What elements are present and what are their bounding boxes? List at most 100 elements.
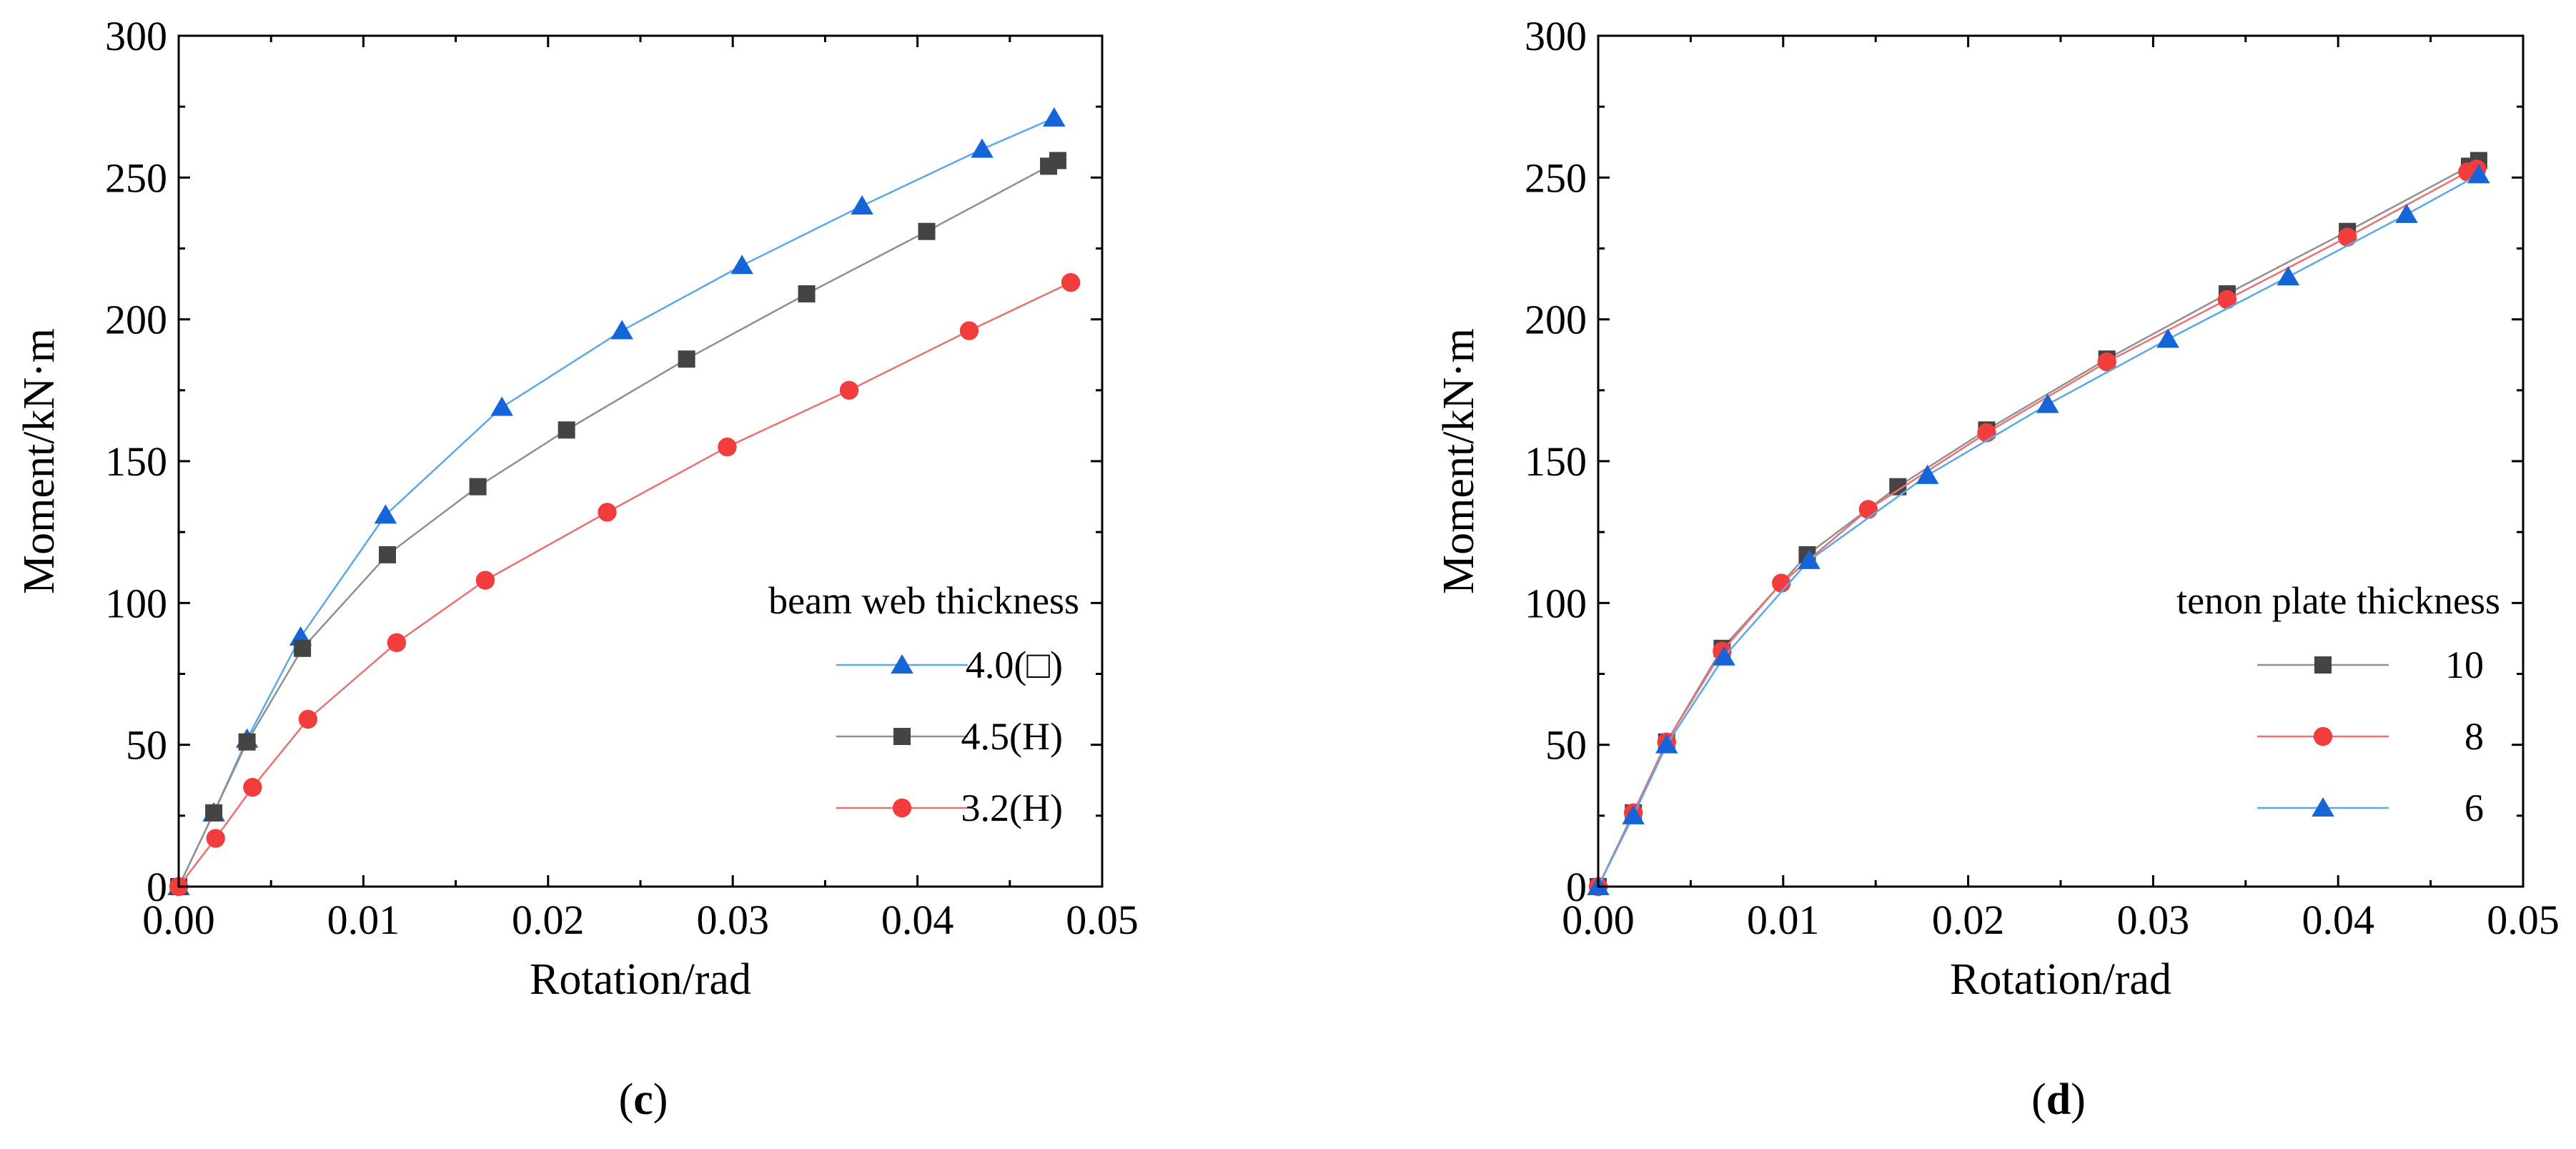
legend-marker [2312,797,2334,817]
y-tick-label: 0 [1566,864,1587,910]
x-tick-label: 0.05 [2487,897,2560,943]
x-axis-title: Rotation/rad [530,955,751,1004]
legend-marker [2313,726,2333,746]
series-line [1597,174,2480,887]
panel-label-open: ( [619,1075,634,1124]
y-tick-label: 0 [147,864,167,910]
series-2 [169,272,1081,897]
data-point [1916,464,1939,484]
y-tick-label: 100 [105,580,167,626]
data-point [1061,272,1081,292]
legend-label: 8 [2464,715,2484,758]
data-point [718,437,737,457]
data-point [2277,266,2300,286]
y-tick-label: 100 [1525,580,1587,626]
series-1 [1588,159,2487,897]
legend-label: 6 [2464,786,2484,829]
series-line [1597,168,2477,887]
x-tick-label: 0.02 [512,897,585,943]
y-tick-label: 50 [126,722,167,769]
legend-label: 4.5(H) [961,715,1063,758]
data-point [2036,393,2059,413]
data-point [298,709,318,729]
data-point [490,396,513,416]
x-tick-label: 0.04 [2302,897,2374,943]
data-point [2156,328,2179,348]
data-point [851,195,873,214]
legend-title: tenon plate thickness [2176,579,2500,622]
legend-label: 10 [2445,643,2484,686]
y-axis-title: Moment/kN·m [15,328,64,594]
data-point [1655,734,1678,754]
legend-marker [891,654,913,674]
series-line [1597,159,2480,887]
panel-c: 0.00 0.01 0.02 0.03 0.04 0.05 0 50 100 150 200 250 3… [15,13,1139,1124]
legend: tenon plate thickness 10 8 6 [2176,579,2500,829]
legend-item-0: 4.0(□) [836,643,1063,686]
data-point [1043,107,1066,127]
data-point [1798,549,1820,569]
plot-frame [177,34,1104,888]
data-point [469,478,487,495]
data-point [206,829,225,848]
x-tick-label: 0.03 [2117,897,2190,943]
data-point [678,350,695,368]
series-1 [170,152,1066,895]
data-point [2337,227,2357,247]
legend-marker [892,798,912,818]
legend: beam web thickness 4.0(□) 4.5(H) 3.2(H) [768,579,1079,829]
panel-d: 0.00 0.01 0.02 0.03 0.04 0.05 0 50 100 150 200 250 3… [1435,13,2560,1124]
panel-label-open: ( [2031,1075,2046,1124]
data-point [475,571,495,590]
series-2 [1587,164,2490,895]
legend-title: beam web thickness [768,579,1079,622]
panel-label-close: ) [2071,1075,2086,1124]
panel-label-close: ) [653,1075,668,1124]
series-0 [1590,152,2487,895]
y-tick-label: 200 [1525,297,1587,343]
data-point [1858,500,1878,519]
y-tick-label: 250 [105,154,167,201]
x-tick-label: 0.04 [881,897,954,943]
legend-item-2: 6 [2257,786,2484,829]
y-tick-label: 200 [105,297,167,343]
data-point [2467,164,2490,184]
series-group [167,107,1081,897]
y-tick-label: 150 [105,438,167,485]
data-point [243,777,262,797]
series-line [177,159,1059,887]
legend-item-2: 3.2(H) [836,786,1063,829]
data-point [839,380,859,400]
legend-label: 3.2(H) [961,786,1063,829]
data-point [374,504,397,524]
data-point [378,546,396,563]
data-point [918,222,936,240]
data-point [558,421,575,439]
data-point [971,138,994,158]
legend-marker [893,728,911,745]
plot-frame [1597,34,2525,888]
data-point [1049,152,1066,169]
x-tick-label: 0.00 [142,897,215,943]
y-tick-label: 300 [105,13,167,59]
data-point [2395,203,2418,223]
data-point [610,320,633,340]
legend-label: 4.0(□) [966,643,1063,686]
series-group [1587,152,2490,897]
y-tick-label: 250 [1525,154,1587,201]
data-point [959,321,979,340]
data-point [598,503,617,522]
data-point [238,733,256,751]
y-tick-label: 300 [1525,13,1587,59]
panel-label-letter: c [633,1075,653,1124]
panel-label: (d) [2031,1075,2086,1124]
y-tick-label: 150 [1525,438,1587,485]
x-tick-label: 0.01 [1747,897,1820,943]
data-point [730,255,753,275]
panel-label: (c) [619,1075,668,1124]
x-tick-label: 0.02 [1932,897,2005,943]
data-point [294,639,312,657]
data-point [798,285,816,302]
data-point [387,633,407,653]
